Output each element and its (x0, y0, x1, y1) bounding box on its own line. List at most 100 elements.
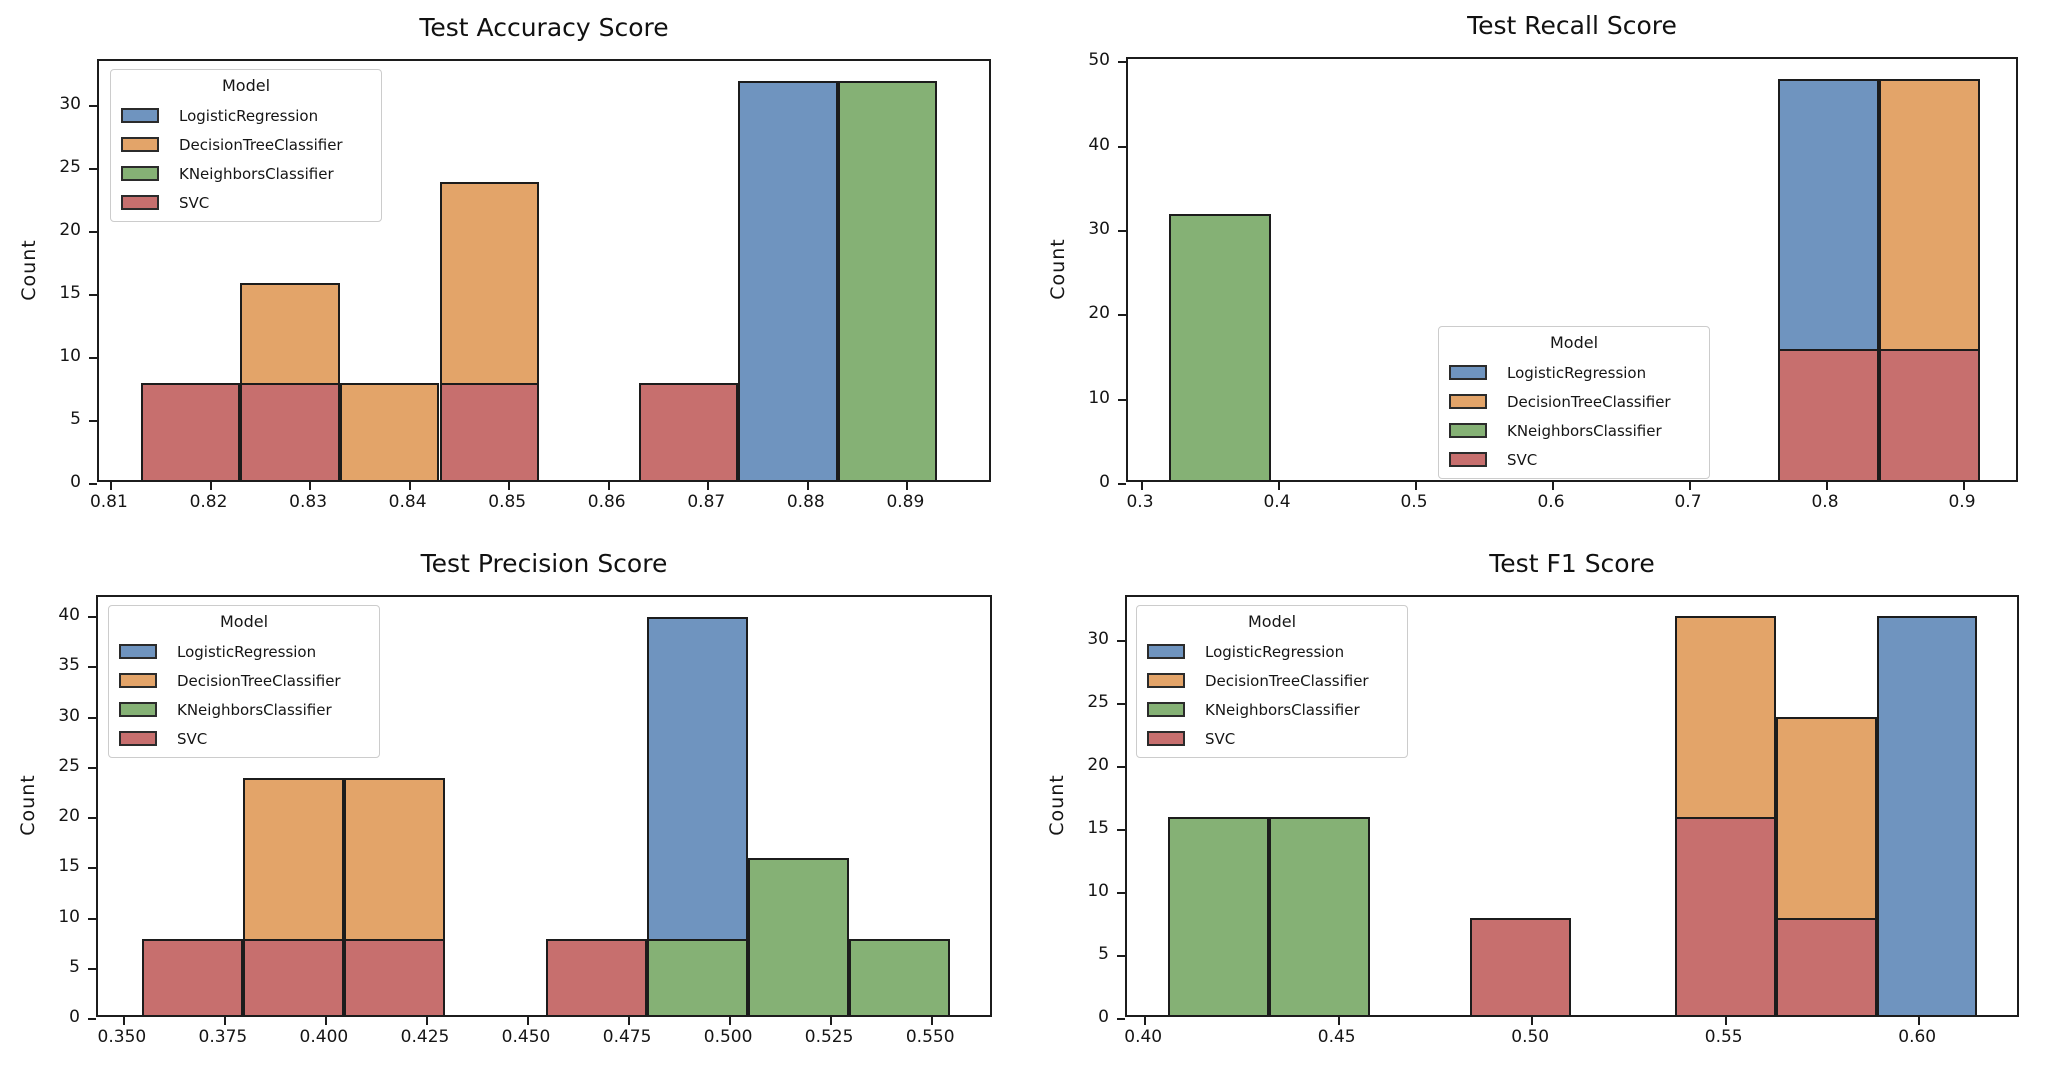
legend-title: Model (1247, 612, 1297, 631)
legend-item-SVC: SVC (1147, 724, 1397, 753)
legend-swatch-DecisionTreeClassifier (121, 137, 159, 152)
y-tick-label: 5 (69, 956, 80, 977)
legend-label: DecisionTreeClassifier (1205, 671, 1369, 690)
bar-KNeighborsClassifier (1168, 817, 1269, 1017)
legend-item-DecisionTreeClassifier: DecisionTreeClassifier (119, 666, 369, 695)
legend-swatch-SVC (1147, 731, 1185, 746)
y-tick-label: 20 (1087, 755, 1109, 776)
legend-item-KNeighborsClassifier: KNeighborsClassifier (1147, 695, 1397, 724)
y-tick-label: 10 (59, 346, 81, 367)
y-tick (1118, 145, 1126, 148)
legend-swatch-LogisticRegression (119, 644, 157, 659)
bar-LogisticRegression (1876, 615, 1978, 1017)
y-tick-label: 40 (58, 605, 80, 626)
bar-SVC (439, 383, 540, 482)
legend: Model LogisticRegression DecisionTreeClass… (108, 605, 380, 758)
legend-label: SVC (1507, 450, 1538, 469)
y-tick (1117, 703, 1125, 706)
y-tick-label: 25 (59, 157, 81, 178)
x-tick (527, 1017, 529, 1025)
bar-SVC (140, 383, 241, 482)
legend-swatch-LogisticRegression (121, 108, 159, 123)
x-tick (906, 482, 909, 490)
y-tick (1117, 892, 1125, 894)
legend-label: DecisionTreeClassifier (177, 671, 341, 690)
x-tick (324, 1017, 327, 1025)
x-tick-label: 0.89 (886, 492, 925, 512)
y-tick (89, 483, 97, 485)
x-tick-label: 0.82 (189, 492, 228, 512)
x-tick-label: 0.350 (97, 1027, 147, 1047)
x-tick (1963, 482, 1965, 490)
bar-SVC (1675, 817, 1776, 1017)
y-tick-label: 25 (58, 755, 80, 776)
legend-label: KNeighborsClassifier (1507, 421, 1662, 440)
legend-item-LogisticRegression: LogisticRegression (119, 637, 369, 666)
y-tick (1118, 61, 1126, 64)
y-tick (1117, 640, 1125, 643)
legend-item-KNeighborsClassifier: KNeighborsClassifier (121, 159, 371, 188)
x-tick-label: 0.450 (501, 1027, 551, 1047)
x-tick-label: 0.86 (587, 492, 626, 512)
bar-SVC (638, 383, 739, 482)
chart-title: Test Accuracy Score (419, 13, 669, 42)
x-tick-label: 0.60 (1898, 1027, 1937, 1047)
x-tick-label: 0.40 (1124, 1027, 1163, 1047)
y-tick (88, 817, 96, 819)
x-tick (109, 482, 112, 490)
legend-item-DecisionTreeClassifier: DecisionTreeClassifier (121, 130, 371, 159)
y-tick-label: 0 (1099, 472, 1110, 492)
legend-item-DecisionTreeClassifier: DecisionTreeClassifier (1147, 666, 1397, 695)
x-tick-label: 0.9 (1948, 492, 1976, 512)
legend-item-LogisticRegression: LogisticRegression (1147, 637, 1397, 666)
y-tick (88, 917, 96, 920)
x-tick-label: 0.83 (289, 492, 328, 512)
legend-item-SVC: SVC (1449, 445, 1699, 474)
bar-SVC (1777, 349, 1879, 482)
y-tick-label: 40 (1088, 134, 1110, 155)
y-tick-label: 35 (58, 655, 80, 676)
y-tick-label: 10 (1087, 881, 1109, 901)
legend-label: LogisticRegression (1205, 642, 1345, 661)
y-tick-label: 0 (70, 472, 81, 492)
bar-SVC (1470, 918, 1571, 1017)
y-tick-label: 10 (1088, 387, 1110, 408)
legend-swatch-DecisionTreeClassifier (119, 673, 157, 688)
x-tick-label: 0.500 (703, 1027, 753, 1047)
legend-label: SVC (177, 729, 208, 748)
y-tick (88, 616, 96, 619)
bar-LogisticRegression (738, 81, 838, 482)
y-tick (88, 967, 96, 970)
y-tick (1117, 829, 1125, 831)
chart-title: Test Recall Score (1467, 11, 1677, 40)
legend-item-LogisticRegression: LogisticRegression (121, 101, 371, 130)
legend-label: DecisionTreeClassifier (179, 135, 343, 154)
legend-swatch-KNeighborsClassifier (119, 702, 157, 717)
x-tick-label: 0.400 (299, 1027, 349, 1047)
x-tick-label: 0.7 (1674, 492, 1702, 512)
legend-swatch-SVC (121, 195, 159, 210)
y-tick-label: 15 (58, 856, 80, 877)
x-tick (707, 482, 710, 490)
y-tick-label: 50 (1088, 50, 1110, 71)
legend-swatch-KNeighborsClassifier (1449, 423, 1487, 438)
legend-label: KNeighborsClassifier (1205, 700, 1360, 719)
x-tick (1531, 1017, 1534, 1025)
x-tick (806, 482, 809, 490)
bar-SVC (1879, 349, 1981, 482)
legend-swatch-SVC (1449, 452, 1487, 467)
x-tick (830, 1017, 833, 1025)
y-tick-label: 30 (1087, 629, 1109, 650)
x-tick (628, 1017, 631, 1025)
x-tick (1724, 1017, 1727, 1025)
x-tick-label: 0.550 (905, 1027, 955, 1047)
legend-label: KNeighborsClassifier (179, 164, 334, 183)
legend-label: LogisticRegression (1507, 363, 1647, 382)
x-tick-label: 0.5 (1400, 492, 1428, 512)
legend-title: Model (219, 612, 269, 631)
y-tick-label: 30 (1088, 219, 1110, 239)
legend-item-LogisticRegression: LogisticRegression (1449, 358, 1699, 387)
bar-KNeighborsClassifier (837, 81, 938, 482)
bar-SVC (546, 938, 648, 1017)
bar-KNeighborsClassifier (647, 938, 749, 1017)
